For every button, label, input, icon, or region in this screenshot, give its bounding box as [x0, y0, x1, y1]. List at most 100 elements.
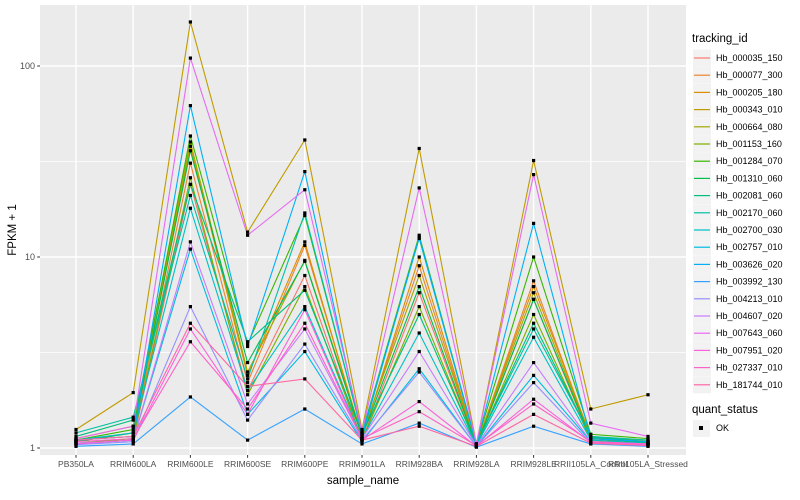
y-tick-label: 10 — [25, 252, 35, 262]
data-point — [303, 211, 307, 215]
data-point — [188, 144, 192, 148]
data-point — [246, 340, 250, 344]
legend-item-Hb_002170_060: Hb_002170_060 — [693, 204, 783, 222]
data-point — [303, 377, 307, 381]
data-point — [246, 373, 250, 377]
data-point — [646, 443, 650, 448]
data-point — [474, 444, 478, 448]
data-point — [246, 412, 250, 416]
data-point — [589, 421, 593, 425]
legend-item-label: Hb_002170_060 — [716, 208, 783, 218]
data-point — [303, 288, 307, 292]
data-point — [246, 381, 250, 385]
legend-item-Hb_003992_130: Hb_003992_130 — [693, 273, 783, 291]
legend-item-label: Hb_000205_180 — [716, 87, 783, 97]
data-point — [303, 342, 307, 346]
data-point — [303, 308, 307, 312]
data-point — [417, 370, 421, 374]
data-point — [417, 367, 421, 371]
data-point — [417, 331, 421, 335]
data-point — [74, 434, 78, 439]
x-tick-label: RRIM928BA — [396, 459, 444, 469]
data-point — [188, 140, 192, 144]
data-point — [246, 384, 250, 389]
data-point — [246, 377, 250, 381]
data-point — [246, 407, 250, 411]
data-point — [246, 418, 250, 422]
x-tick-label: RRIM600PE — [281, 459, 329, 469]
data-point — [532, 381, 536, 385]
legend-item-label: Hb_000343_010 — [716, 105, 783, 115]
data-point — [532, 373, 536, 377]
x-tick-label: RRIM901LA — [339, 459, 386, 469]
data-point — [246, 370, 250, 374]
data-point — [303, 213, 307, 218]
legend-key-ok-label: OK — [716, 423, 730, 433]
data-point — [303, 138, 307, 142]
data-point — [417, 284, 421, 289]
data-point — [417, 421, 421, 425]
data-point — [532, 279, 536, 283]
data-point — [532, 397, 536, 401]
data-point — [532, 402, 536, 406]
data-point — [131, 427, 135, 432]
data-point — [532, 173, 536, 177]
data-point — [188, 149, 192, 153]
x-tick-label: RRII105LA_Stressed — [608, 459, 688, 469]
legend-item-Hb_001284_070: Hb_001284_070 — [693, 152, 783, 170]
legend-tracking-id-title: tracking_id — [692, 33, 748, 45]
data-point — [360, 442, 364, 446]
data-point — [589, 432, 593, 436]
legend-item-Hb_007951_020: Hb_007951_020 — [693, 341, 783, 359]
data-point — [303, 169, 307, 174]
data-point — [532, 158, 536, 163]
legend-item-label: Hb_000035_150 — [716, 53, 783, 63]
data-point — [188, 247, 192, 251]
grid-major — [40, 5, 686, 455]
data-point — [303, 327, 307, 331]
data-point — [303, 321, 307, 325]
data-point — [188, 56, 192, 60]
data-point — [646, 440, 650, 444]
data-point — [303, 259, 307, 263]
data-point — [532, 312, 536, 317]
legend-item-label: Hb_000664_080 — [716, 122, 783, 132]
x-tick-label: PB350LA — [58, 459, 94, 469]
y-axis-labels: 1 10 100 — [20, 61, 35, 453]
legend-item-Hb_000343_010: Hb_000343_010 — [693, 101, 783, 119]
data-point — [532, 255, 536, 259]
data-point — [417, 273, 421, 278]
data-point — [417, 233, 421, 237]
legend-item-Hb_002700_030: Hb_002700_030 — [693, 221, 783, 239]
data-point — [417, 291, 421, 295]
data-point — [532, 335, 536, 339]
data-point — [188, 161, 192, 165]
legend-item-Hb_004607_020: Hb_004607_020 — [693, 307, 783, 325]
legend-item-Hb_000077_300: Hb_000077_300 — [693, 66, 783, 84]
legend-item-label: Hb_004213_010 — [716, 294, 783, 304]
legend-item-Hb_027337_010: Hb_027337_010 — [693, 359, 783, 377]
data-point — [589, 441, 593, 445]
data-point — [188, 20, 192, 24]
data-point — [360, 434, 364, 439]
legend-quant-status-title: quant_status — [692, 404, 758, 416]
data-point — [246, 360, 250, 365]
data-point — [417, 235, 421, 239]
data-point — [131, 434, 135, 439]
legend-item-Hb_001153_160: Hb_001153_160 — [693, 135, 782, 153]
data-point — [188, 182, 192, 186]
legend-item-Hb_000664_080: Hb_000664_080 — [693, 118, 783, 136]
data-point — [246, 393, 250, 397]
legend-item-label: Hb_181744_010 — [716, 380, 783, 390]
axis-ticks — [37, 65, 649, 458]
data-point — [188, 206, 192, 210]
data-point — [188, 104, 192, 108]
data-point — [188, 327, 192, 331]
x-axis-labels: PB350LA RRIM600LA RRIM600LE RRIM600SE RRIM60… — [58, 459, 688, 469]
data-point — [303, 273, 307, 278]
data-point — [417, 312, 421, 317]
legend-item-label: Hb_007643_060 — [716, 328, 783, 338]
legend-item-Hb_181744_010: Hb_181744_010 — [693, 376, 783, 394]
